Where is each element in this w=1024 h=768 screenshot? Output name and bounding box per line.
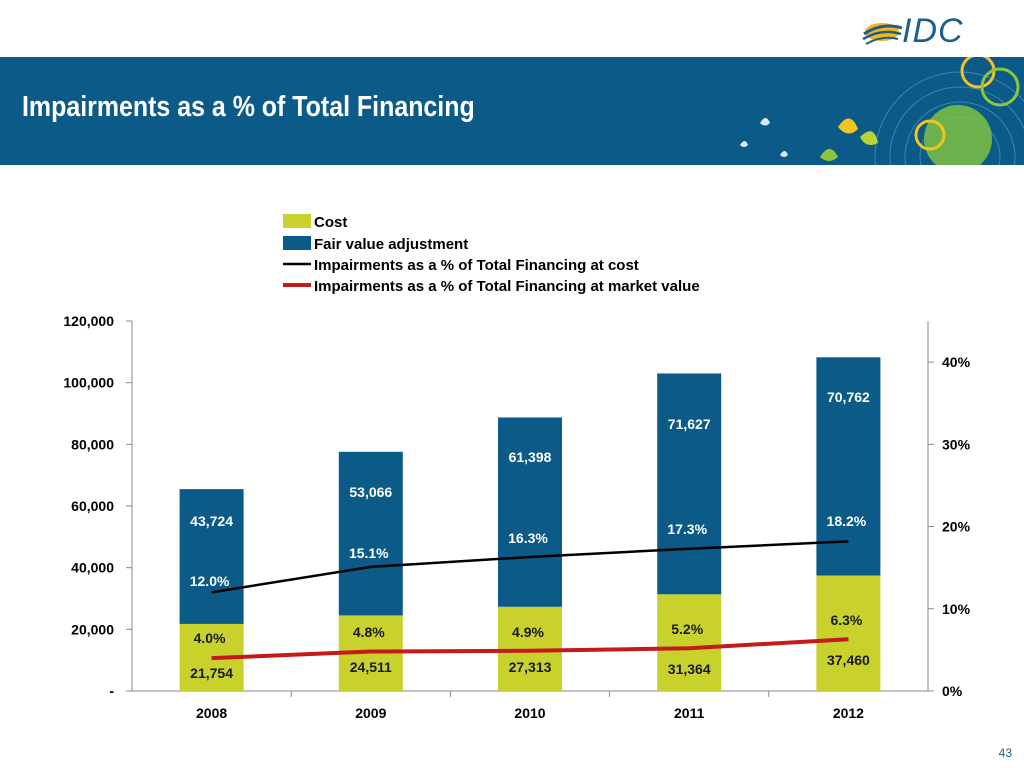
label-pct-market: 5.2% (671, 621, 703, 637)
title-banner: Impairments as a % of Total Financing (0, 57, 1024, 165)
label-cost: 31,364 (668, 661, 711, 677)
y-tick-label: 100,000 (63, 375, 114, 391)
y2-tick-label: 10% (942, 601, 971, 617)
chart-lines (211, 540, 849, 661)
label-fair-value: 61,398 (509, 449, 552, 465)
banner-decoration-icon (740, 57, 1024, 165)
legend-swatch-fair-value (283, 236, 311, 250)
label-pct-cost: 18.2% (827, 513, 867, 529)
y-tick-label: 120,000 (63, 313, 114, 329)
label-pct-cost: 16.3% (508, 530, 548, 546)
y2-tick-label: 0% (942, 683, 963, 699)
line-impairments-market (211, 637, 849, 661)
y2-tick-label: 30% (942, 436, 971, 452)
label-cost: 21,754 (190, 665, 233, 681)
y2-tick-label: 40% (942, 354, 971, 370)
y-tick-label: 20,000 (71, 621, 114, 637)
label-fair-value: 53,066 (349, 484, 392, 500)
label-pct-cost: 15.1% (349, 545, 389, 561)
page-title: Impairments as a % of Total Financing (22, 91, 475, 123)
page-number: 43 (998, 746, 1012, 760)
label-cost: 24,511 (350, 659, 392, 675)
bar-cost (657, 594, 722, 691)
chart-axes: - 20,000 40,000 60,000 80,000 100,000 120,000 0… (63, 313, 970, 721)
bar-fair-value (179, 489, 244, 624)
chart-data-labels: 21,754 43,724 24,511 53,066 27,313 61,398 31,3… (190, 389, 870, 681)
bar-fair-value (498, 417, 562, 607)
legend-label-line-cost: Impairments as a % of Total Financing at… (314, 257, 639, 274)
label-pct-cost: 17.3% (667, 521, 707, 537)
y-tick-label: - (109, 683, 114, 699)
chart-bars (179, 357, 881, 691)
x-tick-label: 2010 (514, 705, 545, 721)
legend-label-line-market: Impairments as a % of Total Financing at… (314, 278, 700, 295)
chart-legend: Cost Fair value adjustment Impairments as … (283, 214, 700, 295)
label-fair-value: 70,762 (827, 389, 870, 405)
logo-text: IDC (902, 12, 964, 50)
bar-cost (816, 575, 881, 691)
label-pct-market: 4.9% (512, 624, 544, 640)
x-tick-label: 2011 (674, 705, 705, 721)
legend-label-fair-value: Fair value adjustment (314, 236, 468, 253)
swirl-logo-icon (862, 23, 903, 45)
legend-swatch-cost (283, 214, 311, 228)
label-pct-cost: 12.0% (190, 573, 230, 589)
y-tick-label: 40,000 (71, 560, 114, 576)
y-tick-label: 60,000 (71, 498, 114, 514)
y2-tick-label: 20% (942, 519, 971, 535)
x-tick-label: 2008 (196, 705, 227, 721)
label-pct-market: 4.8% (353, 624, 385, 640)
x-tick-label: 2012 (833, 705, 864, 721)
bar-fair-value (657, 373, 722, 595)
bar-fair-value (338, 451, 403, 616)
y-tick-label: 80,000 (71, 436, 114, 452)
label-fair-value: 71,627 (668, 416, 711, 432)
impairments-chart: Cost Fair value adjustment Impairments as … (63, 214, 971, 721)
line-impairments-cost (211, 540, 849, 594)
label-pct-market: 4.0% (194, 630, 226, 646)
label-cost: 37,460 (827, 652, 870, 668)
x-tick-label: 2009 (355, 705, 386, 721)
bar-fair-value (816, 357, 881, 576)
legend-label-cost: Cost (314, 214, 347, 231)
label-fair-value: 43,724 (190, 513, 233, 529)
label-pct-market: 6.3% (830, 612, 862, 628)
idc-logo: IDC (860, 10, 1010, 54)
label-cost: 27,313 (509, 659, 552, 675)
